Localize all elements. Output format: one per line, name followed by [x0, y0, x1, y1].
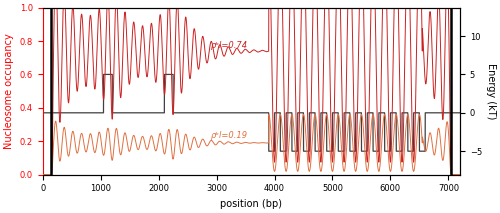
- Text: ρᵇl=0.74: ρᵇl=0.74: [211, 41, 248, 50]
- X-axis label: position (bp): position (bp): [220, 199, 282, 209]
- Y-axis label: Nucleosome occupancy: Nucleosome occupancy: [4, 33, 14, 149]
- Y-axis label: Energy (kT): Energy (kT): [486, 63, 496, 119]
- Text: ρᵇl=0.19: ρᵇl=0.19: [211, 131, 248, 140]
